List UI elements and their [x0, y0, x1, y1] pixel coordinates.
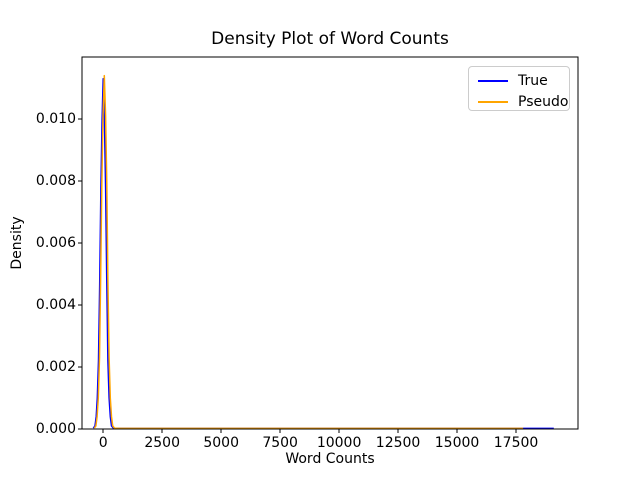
legend-label-true: True: [518, 73, 548, 89]
x-axis-label: Word Counts: [285, 451, 375, 467]
chart-title: Density Plot of Word Counts: [211, 29, 449, 49]
x-tick-label: 10000: [316, 435, 362, 451]
x-tick-label: 0: [98, 435, 108, 451]
x-tick-label: 17500: [493, 435, 539, 451]
y-tick-label: 0.000: [35, 421, 76, 437]
legend-label-pseudo: Pseudo: [518, 94, 569, 110]
plot-border: [81, 56, 579, 430]
series-line-pseudo: [93, 74, 524, 430]
y-tick-label: 0.008: [35, 173, 76, 189]
y-tick-label: 0.010: [35, 111, 76, 127]
x-tick-label: 12500: [375, 435, 421, 451]
series-line-true: [92, 77, 554, 430]
y-tick-label: 0.004: [35, 297, 76, 313]
x-tick-label: 15000: [434, 435, 480, 451]
legend: True Pseudo: [468, 66, 570, 111]
x-tick-label: 7500: [262, 435, 298, 451]
x-tick-label: 2500: [144, 435, 180, 451]
legend-line-pseudo: [478, 101, 508, 103]
x-tick-label: 5000: [203, 435, 239, 451]
legend-item-true: True: [478, 72, 561, 90]
legend-item-pseudo: Pseudo: [478, 93, 568, 111]
y-tick-label: 0.006: [35, 235, 76, 251]
y-tick-label: 0.002: [35, 359, 76, 375]
legend-line-true: [478, 80, 508, 82]
